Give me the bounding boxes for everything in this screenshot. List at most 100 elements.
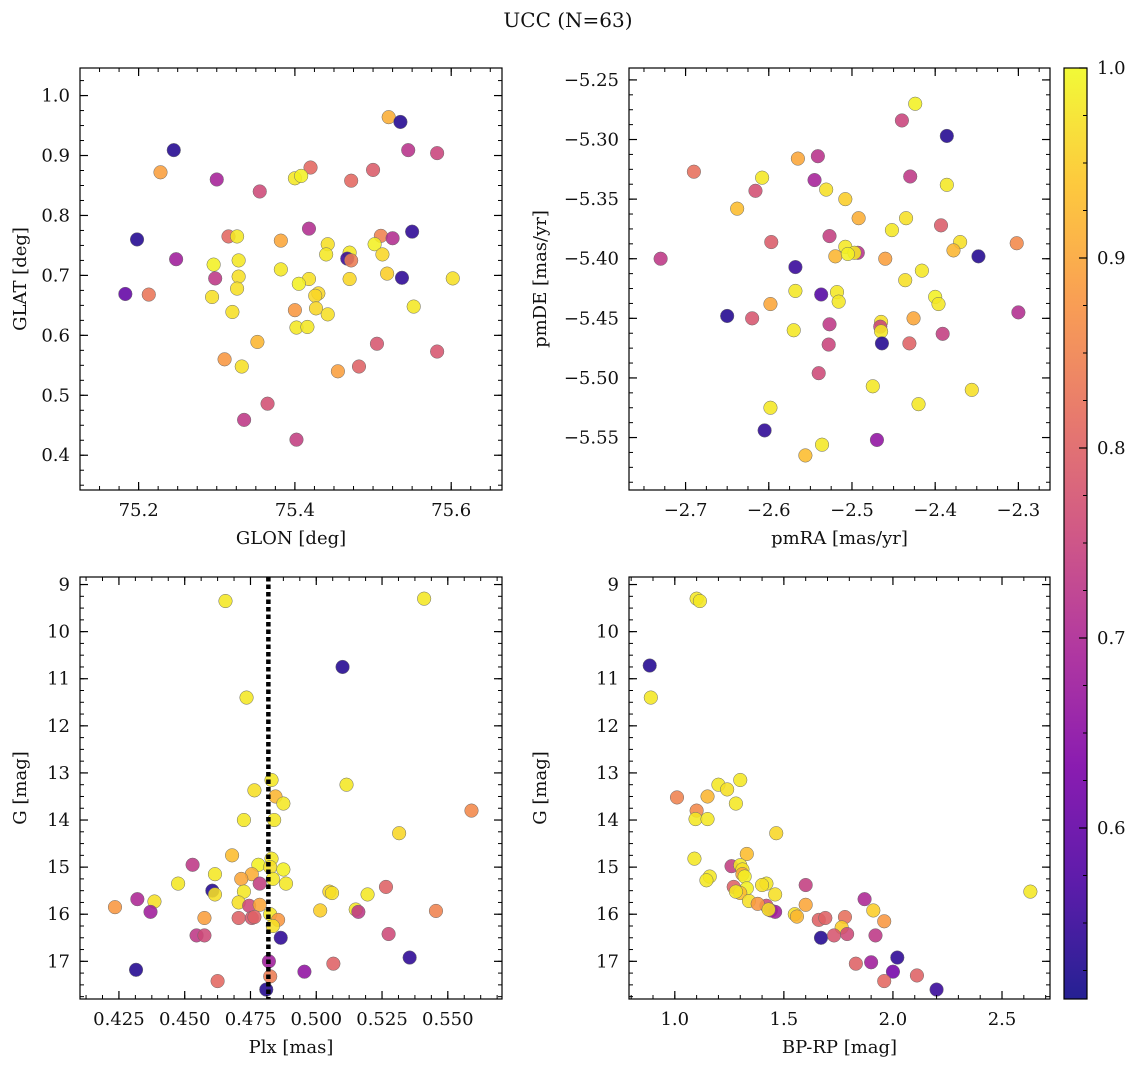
scatter-panel-4: 1.0 1.5 2.0 2.5 9 10 11 12 13 14 15 16 17 BP-RP [mag]… [530, 575, 1051, 1058]
data-point [788, 283, 803, 298]
data-point [128, 962, 144, 977]
data-point [171, 876, 186, 891]
y-tick-label: 15 [47, 857, 70, 878]
data-point [308, 288, 323, 303]
data-point [798, 448, 813, 463]
data-point [339, 777, 354, 792]
x-tick-label: −2.7 [664, 500, 708, 521]
data-point [933, 218, 949, 233]
data-point [344, 173, 359, 188]
y-tick-label: 11 [596, 669, 619, 690]
colorbar-tick-label: 0.6 [1097, 818, 1126, 839]
y-tick-label: 15 [596, 857, 619, 878]
x-tick-label: 2.5 [988, 1009, 1017, 1030]
data-point [763, 400, 778, 415]
data-point [324, 885, 340, 901]
data-point [294, 168, 309, 183]
data-point [231, 269, 246, 284]
data-point [247, 783, 262, 798]
data-point [129, 232, 145, 247]
point-layer [653, 96, 1026, 463]
data-point [289, 432, 304, 447]
y-tick-label: 16 [596, 904, 619, 925]
point-layer [118, 110, 460, 447]
data-point [868, 928, 883, 943]
data-point [890, 950, 905, 965]
x-tick-label: −2.4 [913, 500, 957, 521]
data-point [818, 910, 833, 926]
data-point [903, 169, 918, 184]
data-point [894, 113, 909, 128]
data-point [330, 364, 345, 379]
data-point [748, 183, 763, 198]
data-point [308, 301, 324, 316]
data-point [385, 231, 400, 246]
data-point [320, 307, 335, 322]
data-point [730, 201, 745, 216]
data-point [225, 304, 240, 320]
data-point [728, 796, 743, 811]
x-tick-label: −2.6 [747, 500, 791, 521]
data-point [360, 887, 375, 902]
data-point [653, 251, 668, 266]
data-point [252, 876, 267, 891]
data-point [935, 326, 950, 341]
data-point [686, 164, 701, 179]
data-point [874, 324, 889, 339]
data-point [851, 211, 866, 226]
data-point [402, 950, 417, 965]
y-tick-label: 1.0 [41, 86, 70, 107]
data-point [430, 344, 445, 359]
x-tick-label: 2.0 [879, 1009, 908, 1030]
x-tick-label: −2.3 [997, 500, 1041, 521]
point-layer [107, 591, 479, 997]
data-point [877, 914, 892, 929]
data-point [118, 286, 133, 302]
data-point [745, 311, 760, 326]
data-point [252, 897, 267, 912]
data-point [351, 904, 366, 919]
data-point [369, 336, 385, 351]
data-point [291, 276, 306, 291]
data-point [866, 903, 881, 918]
data-point [865, 379, 880, 394]
axes-frame [79, 67, 503, 491]
x-tick-label: 0.475 [225, 1009, 277, 1030]
data-point [909, 968, 924, 983]
data-point [335, 659, 350, 675]
y-tick-label: 12 [596, 716, 619, 737]
data-point [840, 926, 855, 942]
figure-title: UCC (N=63) [503, 8, 633, 32]
data-point [798, 877, 813, 893]
scatter-panel-2: −2.7 −2.6 −2.5 −2.4 −2.3 −5.55 −5.50 −5.45 −5.40… [530, 67, 1051, 549]
y-tick-label: 17 [596, 951, 619, 972]
data-point [757, 423, 772, 438]
data-point [406, 299, 421, 314]
data-point [699, 873, 714, 888]
y-tick-label: 0.8 [41, 205, 70, 226]
data-point [831, 294, 846, 309]
data-point [417, 591, 432, 606]
data-point [878, 251, 893, 266]
y-tick-label: −5.25 [564, 70, 619, 91]
data-point [840, 246, 855, 262]
axes-frame [628, 576, 1051, 1000]
data-point [366, 162, 381, 177]
data-point [899, 211, 914, 226]
data-point [276, 862, 291, 877]
data-point [828, 249, 843, 264]
data-point [687, 851, 702, 866]
x-tick-label: 1.0 [660, 1009, 689, 1030]
data-point [273, 233, 288, 248]
data-point [739, 846, 754, 861]
data-point [273, 930, 288, 945]
data-point [906, 311, 921, 326]
data-point [971, 249, 986, 264]
data-point [265, 871, 280, 886]
data-point [857, 892, 872, 907]
data-point [445, 271, 460, 286]
data-point [768, 887, 783, 902]
data-point [169, 252, 184, 267]
data-point [789, 909, 805, 924]
data-point [107, 900, 123, 915]
